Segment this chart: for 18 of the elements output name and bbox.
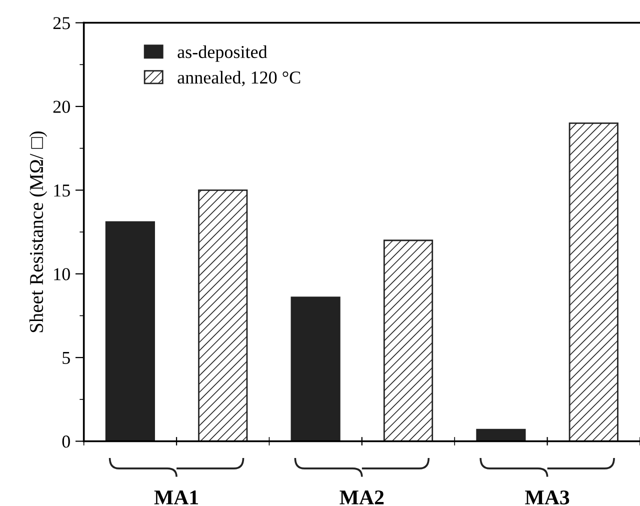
bar	[383, 240, 434, 442]
bar	[290, 296, 340, 442]
y-tick-label: 5	[62, 352, 70, 364]
legend-label: as-deposited	[178, 45, 268, 62]
y-tick-label: 25	[53, 17, 70, 30]
y-tick-label: 15	[54, 184, 70, 197]
bar	[105, 221, 155, 442]
y-axis-title: Sheet Resistance (MΩ/ □)	[29, 131, 48, 332]
bar	[476, 428, 526, 442]
x-tick-label: MA1	[154, 490, 198, 504]
x-tick-label: MA3	[525, 490, 570, 505]
legend-label: annealed, 120 °C	[178, 70, 300, 86]
y-tick-label: 20	[53, 100, 70, 113]
bar	[568, 122, 618, 442]
bar	[198, 189, 248, 442]
y-tick-label: 0	[62, 435, 70, 448]
x-tick-label: MA2	[340, 490, 384, 504]
y-tick-label: 10	[54, 268, 70, 280]
